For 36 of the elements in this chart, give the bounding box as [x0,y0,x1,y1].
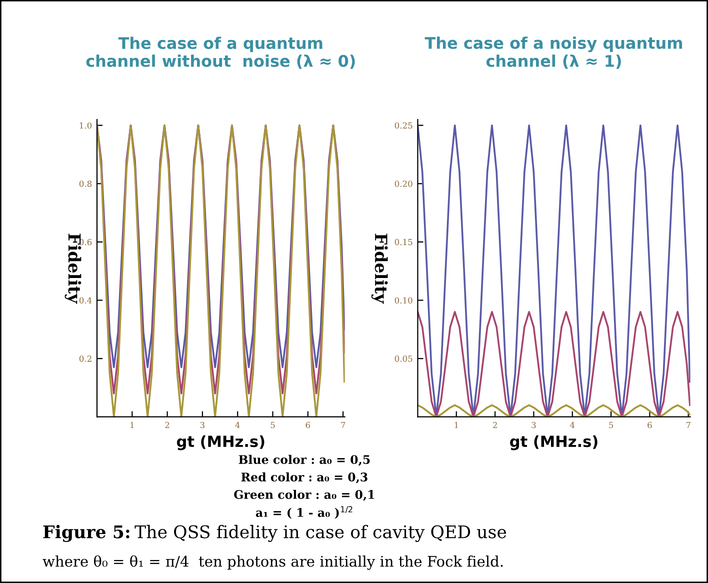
x-tick-label: 4 [570,422,575,428]
x-tick-label: 3 [532,422,536,428]
caption: Figure 5: [43,524,130,542]
text: Blue color : a₀ = 0,5 [238,454,370,466]
x-tick-label: 6 [648,422,652,428]
y-axis-title: Fidelity [64,234,82,304]
x-tick-label: 2 [165,422,170,428]
x-tick-label: 7 [686,422,690,428]
x-axis-title: gt (MHz.s) [510,435,598,450]
chart-title: The case of a noisy quantum channel (λ ≈ 1) [424,36,682,69]
text: The QSS fidelity in case of cavity QED use [134,524,506,542]
x-tick-label: 2 [492,422,497,428]
x-tick-label: 3 [200,422,204,428]
x-tick-label: 6 [306,422,310,428]
y-tick-label: 0.4 [79,297,92,304]
x-tick-label: 5 [270,422,275,428]
text: where θ₀ = θ₁ = π/4 ten photons are initially in the Fock field. [42,555,503,570]
y-tick-label: 0.05 [394,356,412,362]
y-tick-label: 0.25 [394,122,412,129]
x-axis-title: gt (MHz.s) [176,435,264,450]
x-tick-label: 1 [454,422,458,428]
chart-title: The case of a quantum channel without noise (λ ≈ 0) [86,36,355,69]
y-tick-label: 1.0 [80,122,92,129]
y-tick-label: 0.20 [394,180,412,187]
x-tick-label: 1 [130,422,134,428]
text: Green color : a₀ = 0,1 [234,490,374,501]
text: Red color : a₀ = 0,3 [241,472,368,484]
y-tick-label: 0.2 [79,356,92,362]
y-axis-title: Fidelity [371,234,388,304]
text: a₁ = ( 1 - a₀ )$^{1/2}$ [256,506,352,519]
y-tick-label: 0.15 [394,238,412,246]
x-tick-label: 5 [609,422,614,428]
x-tick-label: 4 [235,422,240,428]
x-tick-label: 7 [341,422,346,428]
y-tick-label: 0.10 [394,297,412,304]
y-tick-label: 0.8 [79,180,92,187]
